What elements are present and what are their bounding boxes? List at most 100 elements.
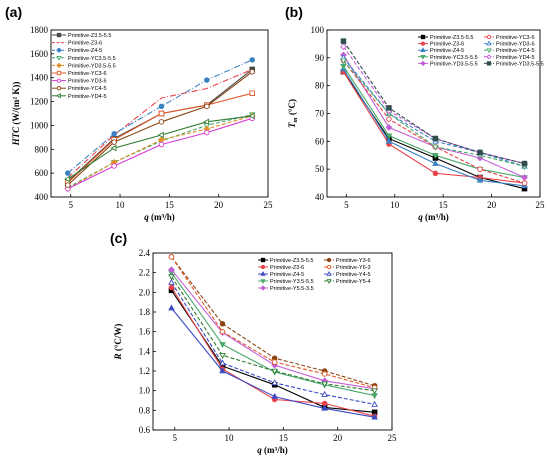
legend-entry: Primitive-YC3.5-5.5 xyxy=(430,55,478,61)
data-point xyxy=(371,388,378,395)
legend-marker xyxy=(326,279,332,284)
chart-panel-2: (c) 5 10 15 20 25 0.6 0.8 1.0 1.2 1.4 1.6 1.8 2.0 2.2 2… xyxy=(110,230,397,455)
data-point xyxy=(385,137,393,144)
legend-marker xyxy=(420,60,426,67)
legend-marker xyxy=(56,48,62,53)
x-tick-label: 20 xyxy=(333,433,343,443)
y-tick-label: 1600 xyxy=(30,49,49,59)
y-axis-label: R (°C/W) xyxy=(113,324,123,361)
data-point xyxy=(386,116,392,122)
y-tick-label: 800 xyxy=(35,144,49,154)
series-line xyxy=(67,114,253,188)
legend-entry: Primitive-Z4-5 xyxy=(68,48,102,54)
x-tick-label: 25 xyxy=(536,200,546,210)
y-tick-label: 1.0 xyxy=(139,386,151,396)
data-point xyxy=(168,266,175,274)
x-axis-label: q (m³/h) xyxy=(144,212,174,222)
y-tick-label: 40 xyxy=(315,192,325,202)
legend-entry: Primitive-Z3.5-5.5 xyxy=(270,258,313,264)
data-point xyxy=(271,359,278,365)
series-line xyxy=(171,290,375,413)
legend-marker xyxy=(56,70,62,76)
panel-label: (c) xyxy=(110,230,127,246)
data-point xyxy=(111,131,117,137)
chart-panel-1: (b) 5 10 15 20 25 40 50 60 70 80 90 100 q (m³/h) Tm (°… xyxy=(285,4,545,222)
legend-marker xyxy=(260,285,266,291)
y-tick-label: 1.6 xyxy=(139,327,151,337)
x-axis-label-symbol: q xyxy=(144,212,149,222)
data-point xyxy=(321,371,328,377)
y-tick-label: 1800 xyxy=(30,25,49,35)
legend-entry: Primitive-Y5.5-3.5 xyxy=(270,286,314,292)
x-axis-label-unit: (m³/h) xyxy=(423,212,449,222)
x-axis-label: q (m³/h) xyxy=(418,212,448,222)
data-point xyxy=(385,133,393,140)
y-tick-label: 50 xyxy=(315,164,325,174)
data-point xyxy=(386,105,392,111)
legend-entry: Primitive-Y3-6 xyxy=(336,258,371,264)
data-point xyxy=(321,390,328,397)
data-point xyxy=(65,182,71,188)
data-point xyxy=(249,68,255,75)
legend-marker xyxy=(260,257,266,263)
y-tick-label: 0.6 xyxy=(139,425,151,435)
y-tick-label: 1.4 xyxy=(139,346,151,356)
data-point xyxy=(65,170,71,176)
legend-entry: Primitive-YC3.5-5.5 xyxy=(68,56,116,62)
legend-marker xyxy=(486,48,492,54)
legend-marker xyxy=(420,34,426,40)
legend-entry: Primitive-Y6-3 xyxy=(336,265,371,271)
data-point xyxy=(168,254,175,260)
data-point xyxy=(271,379,278,386)
legend-marker xyxy=(326,264,332,270)
data-point xyxy=(249,57,255,63)
legend-marker xyxy=(56,93,61,99)
series-line xyxy=(343,71,525,184)
legend-entry: Primitive-YD3.5-5.5 xyxy=(68,63,116,69)
x-tick-label: 10 xyxy=(225,433,235,443)
data-point xyxy=(321,381,328,388)
data-point xyxy=(64,175,71,183)
x-tick-label: 5 xyxy=(68,200,73,210)
legend-entry: Primitive-Z3-6 xyxy=(430,42,464,48)
series-4 xyxy=(340,51,528,181)
y-tick-label: 70 xyxy=(315,109,325,119)
data-point xyxy=(340,58,347,65)
y-tick-label: 0.8 xyxy=(139,405,151,415)
legend-marker xyxy=(56,55,62,61)
y-tick-label: 60 xyxy=(315,136,325,146)
data-point xyxy=(158,141,165,148)
data-point xyxy=(321,404,328,411)
series-2 xyxy=(168,304,378,420)
legend-marker xyxy=(486,61,492,66)
y-axis-label-subscript: m xyxy=(292,117,299,122)
x-tick-label: 15 xyxy=(165,200,175,210)
series-7 xyxy=(340,58,528,171)
y-tick-label: 1.8 xyxy=(139,307,151,317)
x-tick-label: 20 xyxy=(487,200,497,210)
series-line xyxy=(67,117,253,190)
y-tick-label: 1000 xyxy=(30,120,49,130)
legend-entry: Primitive-YD4-5 xyxy=(496,55,535,61)
x-tick-label: 15 xyxy=(279,433,289,443)
data-point xyxy=(371,413,378,420)
legend-entry: Primitive-YD3-6 xyxy=(496,42,535,48)
series-2 xyxy=(65,57,255,176)
data-point xyxy=(204,129,210,136)
y-tick-label: 400 xyxy=(35,192,49,202)
data-point xyxy=(219,352,226,359)
data-point xyxy=(521,160,528,167)
data-point xyxy=(219,321,226,327)
data-point xyxy=(432,135,439,142)
legend-entry: Primitive-YD3.5-5.5 xyxy=(496,61,544,67)
legend-marker xyxy=(56,78,62,83)
y-axis-label-symbol: T xyxy=(287,122,297,128)
data-point xyxy=(111,139,117,145)
x-tick-label: 10 xyxy=(116,200,126,210)
y-axis-label: Tm (°C) xyxy=(287,99,299,128)
series-1 xyxy=(340,68,528,186)
data-point xyxy=(219,367,226,374)
series-line xyxy=(343,68,525,187)
legend-entry: Primitive-Y3.5-5.5 xyxy=(270,279,314,285)
